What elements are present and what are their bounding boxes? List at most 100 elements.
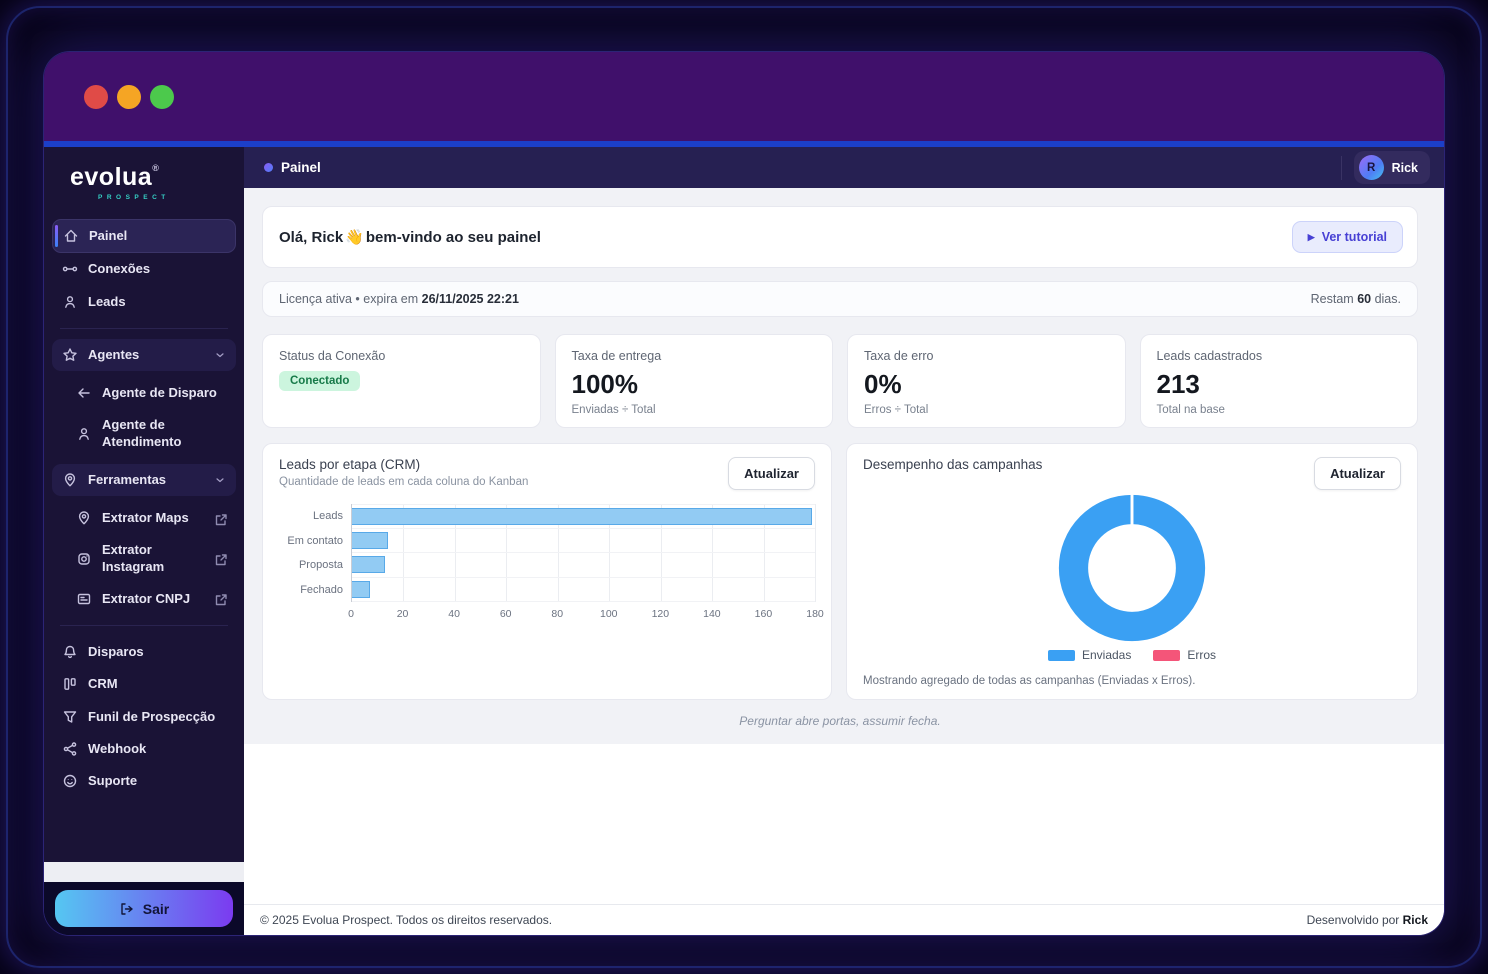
x-tick-label: 20	[396, 608, 409, 620]
sidebar-divider	[60, 327, 228, 329]
stat-caption: Total na base	[1156, 404, 1225, 417]
category-label: Em contato	[287, 534, 343, 547]
sidebar-item-disparos[interactable]: Disparos	[52, 636, 236, 668]
sidebar-item-agente-de-disparo[interactable]: Agente de Disparo	[52, 377, 236, 409]
x-tick-label: 140	[703, 608, 721, 620]
x-tick-label: 40	[448, 608, 460, 620]
pin-icon	[62, 472, 78, 488]
kanban-icon	[62, 676, 78, 692]
bar-chart-plot-area	[351, 504, 816, 602]
sidebar-item-suporte[interactable]: Suporte	[52, 765, 236, 797]
sidebar-item-agentes[interactable]: Agentes	[52, 338, 236, 371]
map-pin-icon	[76, 510, 92, 526]
stat-value: 0%	[864, 369, 902, 399]
sidebar-item-leads[interactable]: Leads	[52, 286, 236, 318]
sidebar-item-label: Webhook	[88, 740, 147, 756]
campaign-performance-card: Desempenho das campanhas Atualizar Envia…	[846, 443, 1418, 700]
brand-subtitle: PROSPECT	[98, 194, 170, 201]
brand-name: evolua	[70, 163, 153, 191]
logout-button[interactable]: Sair	[55, 890, 233, 927]
stat-card: Status da Conexão Conectado	[262, 334, 541, 428]
card-icon	[76, 591, 92, 607]
dashboard-content: Olá, Rick 👋 bem-vindo ao seu painel ▶ Ver …	[244, 188, 1444, 744]
charts-row: Leads por etapa (CRM) Quantidade de lead…	[262, 443, 1418, 700]
sidebar-item-extrator-cnpj[interactable]: Extrator CNPJ	[52, 583, 236, 615]
share-icon	[62, 741, 78, 757]
external-link-icon	[213, 552, 227, 566]
sidebar-item-label: Leads	[88, 293, 126, 309]
remaining-days: 60	[1357, 292, 1372, 306]
legend-label: Enviadas	[1081, 648, 1132, 662]
x-tick-label: 60	[499, 608, 512, 620]
app-window: evolua® PROSPECT Painel Conexões Leads Agen…	[44, 52, 1444, 935]
leads-bar-chart: Leads Em contato Proposta Fechado 0 20 40 60 80 1…	[279, 504, 824, 622]
sidebar-item-label: Disparos	[88, 644, 144, 659]
bar-chart-x-axis: 0 20 40 60 80 100 120 140 160 180	[348, 602, 824, 622]
stat-label: Status da Conexão	[279, 349, 386, 363]
sidebar-item-crm[interactable]: CRM	[52, 668, 236, 700]
donut-chart-svg	[1058, 492, 1206, 642]
user-menu[interactable]: R Rick	[1353, 151, 1430, 184]
sidebar-item-webhook[interactable]: Webhook	[52, 733, 236, 765]
sidebar-divider	[60, 625, 228, 626]
close-button[interactable]	[84, 84, 108, 109]
bar	[352, 531, 388, 549]
sidebar-item-label: Agente de Atendimento	[102, 417, 182, 449]
stat-card: Taxa de erro 0% Erros ÷ Total	[847, 334, 1126, 428]
legend-item-enviadas: Enviadas	[1047, 648, 1132, 662]
external-link-icon	[213, 592, 227, 606]
wave-emoji-icon: 👋	[345, 229, 364, 246]
license-expiry-date: 26/11/2025 22:21	[421, 292, 519, 306]
content-filler	[244, 744, 1444, 904]
minimize-button[interactable]	[117, 84, 141, 109]
developed-by: Desenvolvido por Rick	[1306, 913, 1428, 927]
user-icon	[62, 294, 78, 310]
sidebar-item-agente-de-atendimento[interactable]: Agente de Atendimento	[52, 409, 236, 458]
stat-caption: Erros ÷ Total	[864, 404, 929, 417]
page-status-dot-icon	[264, 163, 273, 172]
stat-card: Taxa de entrega 100% Enviadas ÷ Total	[554, 334, 833, 428]
brand-logo: evolua® PROSPECT	[44, 147, 244, 211]
sidebar-item-label: CRM	[88, 676, 118, 692]
sidebar-item-funil-de-prospeccao[interactable]: Funil de Prospecção	[52, 701, 236, 733]
maximize-button[interactable]	[150, 84, 174, 109]
header-divider	[1340, 155, 1342, 180]
refresh-donut-chart-button[interactable]: Atualizar	[1314, 457, 1401, 490]
sidebar-item-label: Suporte	[88, 773, 138, 788]
x-tick-label: 160	[754, 608, 773, 620]
stat-label: Taxa de entrega	[571, 349, 662, 363]
sidebar-item-painel[interactable]: Painel	[52, 219, 236, 254]
sidebar-item-extrator-maps[interactable]: Extrator Maps	[52, 502, 236, 534]
smiley-icon	[62, 773, 78, 789]
sidebar-item-ferramentas[interactable]: Ferramentas	[52, 463, 236, 496]
bar-row	[352, 553, 815, 578]
user-name: Rick	[1391, 160, 1418, 175]
play-icon: ▶	[1307, 231, 1315, 242]
avatar: R	[1358, 155, 1384, 180]
registered-mark: ®	[152, 163, 160, 173]
donut-legend: Enviadas Erros	[1047, 648, 1216, 662]
bar-chart-category-labels: Leads Em contato Proposta Fechado	[279, 504, 343, 622]
bar	[352, 556, 386, 574]
legend-swatch	[1153, 649, 1181, 661]
copyright-text: © 2025 Evolua Prospect. Todos os direito…	[260, 913, 553, 927]
stat-caption: Enviadas ÷ Total	[571, 404, 656, 417]
sidebar-item-conexoes[interactable]: Conexões	[52, 253, 236, 285]
top-header: Painel R Rick	[244, 147, 1444, 188]
campaign-donut-chart: Enviadas Erros	[863, 490, 1401, 662]
sidebar-nav: Painel Conexões Leads Agentes Agente de Disp…	[44, 211, 244, 797]
refresh-bar-chart-button[interactable]: Atualizar	[728, 457, 815, 490]
accent-strip	[44, 141, 1444, 147]
x-tick-label: 80	[551, 608, 564, 620]
view-tutorial-button[interactable]: ▶ Ver tutorial	[1291, 221, 1403, 253]
chevron-down-icon	[214, 474, 226, 486]
bar-row	[352, 504, 815, 529]
license-bar: Licença ativa • expira em 26/11/2025 22:…	[262, 281, 1418, 317]
sidebar: evolua® PROSPECT Painel Conexões Leads Agen…	[44, 147, 244, 935]
bar-row	[352, 529, 815, 553]
home-icon	[63, 228, 79, 244]
sidebar-item-extrator-instagram[interactable]: Extrator Instagram	[52, 534, 236, 583]
status-badge: Conectado	[279, 371, 361, 391]
x-tick-label: 120	[651, 608, 670, 620]
x-tick-label: 180	[806, 608, 824, 620]
